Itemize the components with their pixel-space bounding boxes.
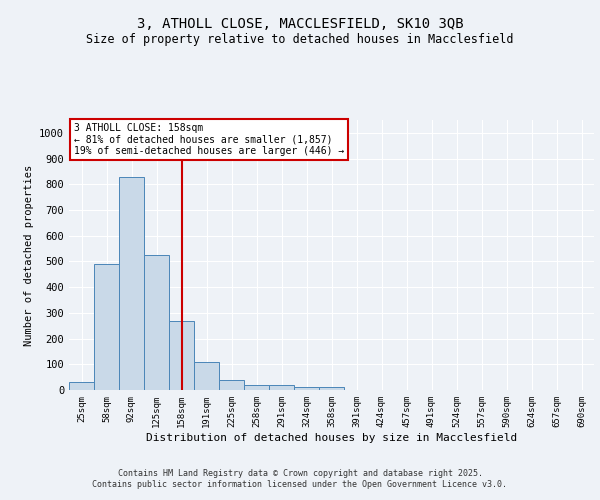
Text: Contains HM Land Registry data © Crown copyright and database right 2025.: Contains HM Land Registry data © Crown c…	[118, 468, 482, 477]
Bar	[194, 362, 219, 390]
Bar	[319, 388, 344, 390]
Bar	[69, 382, 94, 390]
Bar	[144, 255, 169, 390]
Bar	[169, 320, 194, 390]
Y-axis label: Number of detached properties: Number of detached properties	[23, 164, 34, 346]
Bar	[219, 380, 244, 390]
Bar	[94, 264, 119, 390]
Text: Contains public sector information licensed under the Open Government Licence v3: Contains public sector information licen…	[92, 480, 508, 489]
X-axis label: Distribution of detached houses by size in Macclesfield: Distribution of detached houses by size …	[146, 432, 517, 442]
Text: Size of property relative to detached houses in Macclesfield: Size of property relative to detached ho…	[86, 32, 514, 46]
Text: 3, ATHOLL CLOSE, MACCLESFIELD, SK10 3QB: 3, ATHOLL CLOSE, MACCLESFIELD, SK10 3QB	[137, 18, 463, 32]
Bar	[244, 386, 269, 390]
Bar	[269, 386, 294, 390]
Text: 3 ATHOLL CLOSE: 158sqm
← 81% of detached houses are smaller (1,857)
19% of semi-: 3 ATHOLL CLOSE: 158sqm ← 81% of detached…	[74, 122, 344, 156]
Bar	[294, 388, 319, 390]
Bar	[119, 176, 144, 390]
